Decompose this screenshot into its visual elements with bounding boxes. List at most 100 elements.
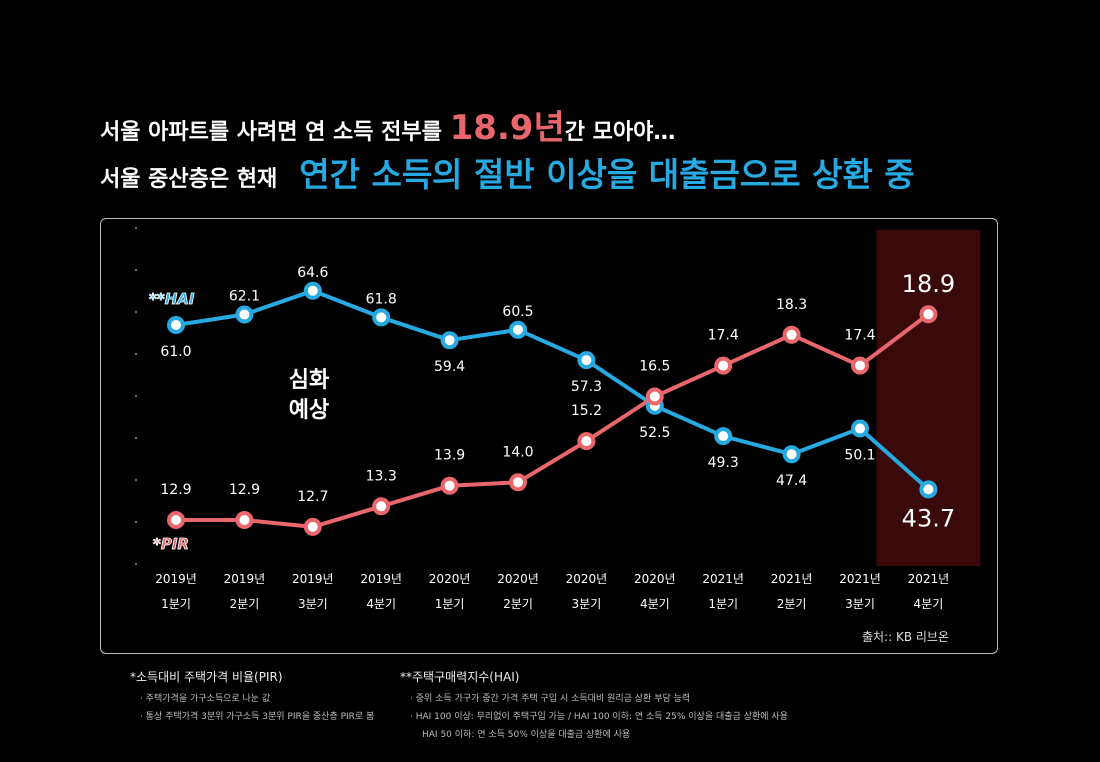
pir-data-label: 17.4 xyxy=(844,328,875,344)
hai-series-name: **HAI xyxy=(149,290,195,308)
pir-data-point xyxy=(714,356,733,375)
pir-data-label: 12.7 xyxy=(297,489,328,505)
pir-note-line: · 통상 주택가격 3분위 가구소득 3분위 PIR을 중산층 PIR로 봄 xyxy=(140,712,375,722)
x-tick-label-year: 2021년 xyxy=(908,572,950,586)
pir-data-label: 17.4 xyxy=(708,328,739,344)
pir-data-point xyxy=(303,517,322,536)
axis-tick-dot xyxy=(135,227,137,229)
hai-series-line xyxy=(175,288,930,491)
axis-tick-dot xyxy=(135,563,137,565)
axis-tick-dot xyxy=(135,437,137,439)
hai-data-label: 64.6 xyxy=(297,265,328,281)
pir-data-label: 12.9 xyxy=(160,482,191,498)
pir-notes-title: *소득대비 주택가격 비율(PIR) xyxy=(130,670,283,684)
x-tick-label-year: 2019년 xyxy=(360,572,402,586)
pir-data-point xyxy=(372,497,391,516)
pir-data-label: 16.5 xyxy=(639,359,670,375)
hai-note-line: · 중위 소득 가구가 중간 가격 주택 구입 시 소득대비 원리금 상환 부담… xyxy=(410,694,691,704)
x-tick-label-quarter: 3분기 xyxy=(298,597,328,611)
x-tick-label-year: 2019년 xyxy=(292,572,334,586)
axis-tick-dot xyxy=(135,521,137,523)
line-chart: 61.0 62.1 64.6 61.8 59.4 60.5 57.3 52.5 49.3 47.4… xyxy=(135,227,981,644)
hai-data-label: 43.7 xyxy=(902,504,955,532)
pir-data-point xyxy=(782,325,801,344)
hai-data-point xyxy=(714,427,733,446)
pir-data-label: 18.9 xyxy=(902,270,955,298)
pir-series-name: *PIR xyxy=(153,535,189,553)
pir-data-point xyxy=(440,476,459,495)
hai-notes: **주택구매력지수(HAI) · 중위 소득 가구가 중간 가격 주택 구입 시… xyxy=(400,668,788,745)
pir-data-label: 12.9 xyxy=(229,482,260,498)
hai-data-point xyxy=(440,331,459,350)
hai-data-label: 57.3 xyxy=(571,379,602,395)
hai-data-point xyxy=(372,308,391,327)
x-tick-label-year: 2019년 xyxy=(155,572,197,586)
annotation-text: 예상 xyxy=(289,398,329,423)
hai-data-point xyxy=(851,419,869,438)
headline-line1-pre: 서울 아파트를 사려면 연 소득 전부를 xyxy=(100,120,450,145)
pir-data-label: 14.0 xyxy=(502,444,533,460)
hai-data-label: 52.5 xyxy=(639,425,670,441)
hai-data-point xyxy=(577,351,596,370)
x-tick-label-year: 2020년 xyxy=(429,572,471,586)
x-tick-label-quarter: 2분기 xyxy=(777,597,807,611)
headline-line2-highlight: 연간 소득의 절반 이상을 대출금으로 상환 중 xyxy=(299,155,915,194)
hai-data-label: 47.4 xyxy=(776,473,807,489)
pir-data-point xyxy=(645,387,664,406)
x-tick-label-year: 2019년 xyxy=(224,572,266,586)
axis-tick-dot xyxy=(135,311,137,313)
x-tick-label-quarter: 4분기 xyxy=(914,597,944,611)
pir-data-point xyxy=(509,473,527,492)
x-tick-label-year: 2021년 xyxy=(771,572,813,586)
pir-data-label: 13.9 xyxy=(434,448,465,464)
pir-data-point xyxy=(577,432,596,451)
hai-data-label: 61.0 xyxy=(160,344,191,360)
pir-note-line: · 주택가격을 가구소득으로 나눈 값 xyxy=(140,694,271,704)
hai-data-label: 50.1 xyxy=(844,448,875,464)
hai-note-line: HAI 50 이하: 연 소득 50% 이상을 대출금 상환에 사용 xyxy=(422,730,631,740)
x-tick-label-year: 2021년 xyxy=(702,572,744,586)
axis-tick-dot xyxy=(135,353,137,355)
hai-data-point xyxy=(509,320,527,339)
x-tick-label-quarter: 4분기 xyxy=(640,597,670,611)
pir-data-point xyxy=(851,356,869,375)
x-tick-label-year: 2020년 xyxy=(497,572,539,586)
hai-data-point xyxy=(782,445,801,464)
x-tick-label-year: 2021년 xyxy=(839,572,881,586)
hai-data-label: 60.5 xyxy=(502,304,533,320)
hai-data-label: 61.8 xyxy=(366,291,397,307)
x-tick-label-quarter: 1분기 xyxy=(161,597,191,611)
axis-tick-dot xyxy=(135,395,137,397)
hai-note-line: · HAI 100 이상: 무리없이 주택구입 가능 / HAI 100 이하:… xyxy=(410,712,788,722)
pir-data-label: 15.2 xyxy=(571,403,602,419)
headline-line2: 서울 중산층은 현재 연간 소득의 절반 이상을 대출금으로 상환 중 xyxy=(100,148,915,196)
hai-data-point xyxy=(303,281,322,300)
annotation-text: 심화 xyxy=(289,368,329,393)
x-tick-label-quarter: 3분기 xyxy=(572,597,602,611)
headline-line1-post: 간 모아야… xyxy=(564,120,676,145)
pir-data-point xyxy=(167,511,185,529)
headline-line1-highlight: 18.9년 xyxy=(449,108,565,148)
chart-frame: 61.0 62.1 64.6 61.8 59.4 60.5 57.3 52.5 49.3 47.4… xyxy=(100,218,998,654)
x-tick-label-quarter: 2분기 xyxy=(503,597,533,611)
x-tick-label-quarter: 2분기 xyxy=(230,597,260,611)
hai-data-point xyxy=(919,480,938,499)
axis-tick-dot xyxy=(135,479,137,481)
axis-tick-dot xyxy=(135,269,137,271)
pir-series-line xyxy=(176,312,930,529)
x-tick-label-quarter: 4분기 xyxy=(366,597,396,611)
hai-data-label: 62.1 xyxy=(229,289,260,305)
x-tick-label-year: 2020년 xyxy=(634,572,676,586)
source-label: 출처:: KB 리브온 xyxy=(862,630,949,644)
highlight-band xyxy=(876,230,981,566)
headline-line2-pre: 서울 중산층은 현재 xyxy=(100,167,278,192)
x-tick-label-quarter: 1분기 xyxy=(435,597,465,611)
pir-data-label: 18.3 xyxy=(776,297,807,313)
hai-data-point xyxy=(167,316,185,334)
x-tick-label-year: 2020년 xyxy=(566,572,608,586)
x-tick-label-quarter: 1분기 xyxy=(708,597,738,611)
hai-data-point xyxy=(235,305,254,324)
pir-data-point xyxy=(235,511,254,529)
pir-data-point xyxy=(919,305,938,324)
pir-data-label: 13.3 xyxy=(366,468,397,484)
